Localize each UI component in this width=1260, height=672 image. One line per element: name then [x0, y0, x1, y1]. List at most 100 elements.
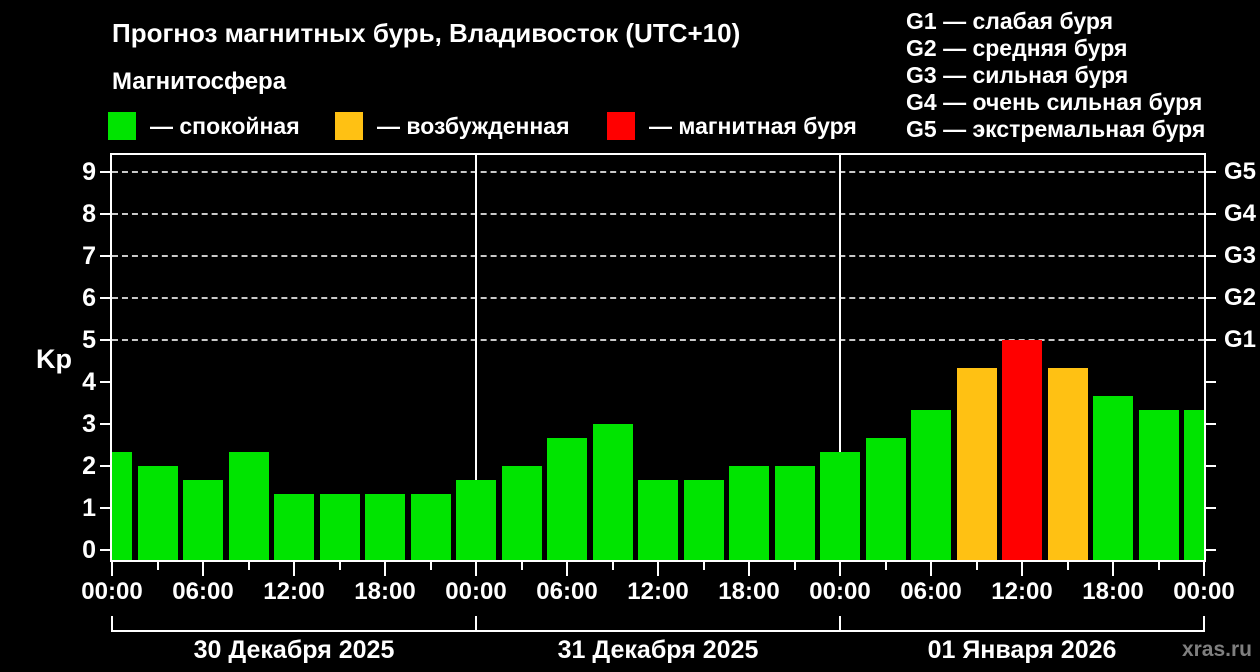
g-scale-legend: G1 — слабая буря G2 — средняя буря G3 — …	[906, 8, 1205, 143]
gridline	[112, 297, 1204, 299]
y-tick-label: 2	[82, 452, 96, 480]
date-bracket-tick	[111, 616, 113, 632]
legend-label-quiet: — спокойная	[150, 112, 300, 139]
kp-bar	[228, 452, 269, 560]
y-tick-label: 8	[82, 200, 96, 228]
kp-bar	[774, 466, 815, 560]
legend-item-quiet: — спокойная	[108, 112, 300, 140]
y-axis-title: Kp	[36, 344, 72, 374]
x-tick	[520, 562, 523, 570]
y-tick	[100, 423, 110, 425]
right-y-tick	[1206, 255, 1216, 257]
kp-bar	[456, 479, 496, 560]
x-tick-label: 18:00	[354, 578, 416, 605]
gridline	[112, 213, 1204, 215]
g-level-label: G1	[1224, 326, 1257, 353]
right-y-tick	[1206, 423, 1216, 425]
kp-bar	[1093, 395, 1133, 560]
kp-bar	[1138, 410, 1179, 560]
x-tick	[293, 562, 295, 576]
x-tick-label: 06:00	[172, 578, 234, 605]
x-tick	[111, 562, 113, 576]
x-tick-label: 06:00	[900, 578, 962, 605]
g-level-label: G3	[1224, 242, 1257, 269]
g-scale-line-g1: G1 — слабая буря	[906, 8, 1114, 34]
gridline	[112, 255, 1204, 257]
kp-bar	[1002, 340, 1042, 560]
x-tick	[1112, 562, 1114, 576]
x-tick	[975, 562, 978, 570]
legend-label-storm: — магнитная буря	[649, 112, 857, 139]
kp-bar	[410, 494, 451, 560]
right-y-tick	[1206, 549, 1216, 551]
date-bracket: 30 Декабря 2025 31 Декабря 2025 01 Января …	[110, 616, 1206, 672]
y-tick-label: 7	[82, 242, 96, 270]
watermark: xras.ru	[1181, 638, 1252, 661]
right-y-tick	[1206, 339, 1216, 341]
g-scale-line-g5: G5 — экстремальная буря	[906, 116, 1206, 142]
y-tick-label: 3	[82, 410, 96, 438]
date-label: 30 Декабря 2025	[193, 636, 395, 664]
gridline	[112, 171, 1204, 173]
g-level-label: G5	[1224, 158, 1257, 185]
x-tick-label: 06:00	[536, 578, 598, 605]
kp-bar	[683, 479, 724, 560]
x-tick	[156, 562, 159, 570]
kp-bar	[820, 452, 860, 560]
x-tick	[657, 562, 659, 576]
x-tick	[702, 562, 705, 570]
x-tick	[748, 562, 750, 576]
y-tick	[100, 465, 110, 467]
kp-bar	[638, 479, 678, 560]
legend-item-storm: — магнитная буря	[607, 112, 857, 140]
right-y-tick	[1206, 465, 1216, 467]
x-tick-label: 18:00	[718, 578, 780, 605]
right-y-tick	[1206, 213, 1216, 215]
y-tick-label: 4	[82, 368, 96, 396]
y-tick	[100, 507, 110, 509]
legend-label-excited: — возбужденная	[377, 112, 570, 139]
x-tick	[611, 562, 614, 570]
legend-item-excited: — возбужденная	[335, 112, 570, 140]
y-tick	[100, 339, 110, 341]
x-tick	[1203, 562, 1205, 576]
right-y-tick	[1206, 171, 1216, 173]
chart-title: Прогноз магнитных бурь, Владивосток (UTC…	[112, 18, 741, 48]
y-tick-label: 1	[82, 494, 96, 522]
y-tick-label: 0	[82, 536, 96, 564]
kp-bar	[112, 452, 132, 560]
date-label: 01 Января 2026	[927, 636, 1117, 664]
g-scale-line-g4: G4 — очень сильная буря	[906, 89, 1203, 115]
kp-bar	[183, 479, 223, 560]
date-label: 31 Декабря 2025	[557, 636, 759, 664]
kp-bar	[365, 494, 405, 560]
x-tick	[930, 562, 932, 576]
x-tick	[429, 562, 432, 570]
gridline	[112, 339, 1204, 341]
g-scale-line-g2: G2 — средняя буря	[906, 35, 1128, 61]
x-tick	[247, 562, 250, 570]
x-tick	[1021, 562, 1023, 576]
x-tick	[475, 562, 477, 576]
x-tick	[884, 562, 887, 570]
kp-bar	[319, 494, 360, 560]
x-tick-label: 12:00	[991, 578, 1053, 605]
x-tick	[1066, 562, 1069, 570]
kp-bar	[1047, 368, 1088, 560]
x-tick	[338, 562, 341, 570]
g-level-label: G4	[1224, 200, 1257, 227]
g-scale-line-g3: G3 — сильная буря	[906, 62, 1129, 88]
y-tick	[100, 255, 110, 257]
kp-bar	[501, 466, 542, 560]
date-bracket-tick	[839, 616, 841, 632]
x-tick-label: 00:00	[809, 578, 871, 605]
y-tick	[100, 171, 110, 173]
x-tick	[793, 562, 796, 570]
chart-subtitle: Магнитосфера	[112, 68, 287, 95]
x-tick-label: 00:00	[445, 578, 507, 605]
y-tick-label: 5	[82, 326, 96, 354]
kp-bar	[592, 424, 633, 560]
day-divider	[839, 155, 841, 560]
kp-bar	[911, 410, 951, 560]
